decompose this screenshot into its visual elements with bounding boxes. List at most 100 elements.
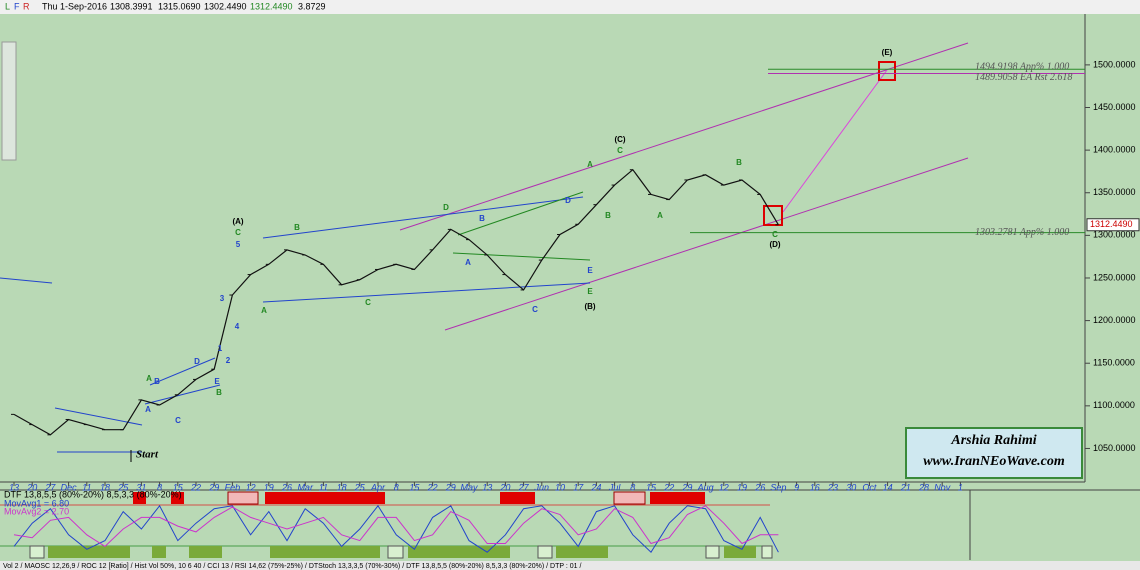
- price-marker: [1086, 218, 1140, 232]
- flag: F: [14, 1, 20, 11]
- signal-blocks: [29, 491, 773, 559]
- wave-label: A: [146, 374, 152, 383]
- x-tick-label: 25: [117, 482, 129, 492]
- wave-label: 5: [236, 240, 241, 249]
- x-tick-label: 29: [208, 482, 219, 492]
- wave-label: (D): [769, 240, 780, 249]
- x-tick-label: Sep: [770, 482, 786, 492]
- x-tick-label: 27: [518, 482, 530, 492]
- wave-label: C: [235, 228, 241, 237]
- x-tick-label: 15: [646, 482, 657, 492]
- x-tick-label: 1: [958, 482, 963, 492]
- y-tick-label: 1100.0000: [1093, 400, 1135, 410]
- x-tick-label: 23: [827, 482, 838, 492]
- x-tick-label: 15: [409, 482, 420, 492]
- x-tick-label: Feb: [225, 482, 241, 492]
- header-bar: [0, 0, 1140, 14]
- x-tick-label: 16: [810, 482, 820, 492]
- x-tick-label: Nov: [934, 482, 951, 492]
- header-high: 1315.0690: [158, 1, 201, 11]
- x-tick-label: 22: [427, 482, 438, 492]
- watermark-site: www.IranNEoWave.com: [923, 454, 1065, 469]
- x-tick-label: 26: [754, 482, 765, 492]
- wave-label: C: [772, 230, 778, 239]
- wave-label: 1: [218, 344, 223, 353]
- header-change: 3.8729: [298, 1, 326, 11]
- wave-label: E: [587, 266, 593, 275]
- x-tick-label: 9: [794, 482, 799, 492]
- oscillator-title: DTF 13,8,5,5 (80%-20%) 8,5,3,3 (80%-20%): [4, 489, 182, 499]
- y-tick-label: 1200.0000: [1093, 315, 1136, 325]
- x-tick-label: 27: [44, 482, 56, 492]
- x-tick-label: 14: [883, 482, 893, 492]
- drawings: [0, 42, 969, 462]
- x-tick-label: Oct: [862, 482, 877, 492]
- x-tick-label: 25: [354, 482, 366, 492]
- wave-label: 3: [220, 294, 225, 303]
- wave-label: B: [479, 214, 485, 223]
- wave-label: E: [587, 287, 593, 296]
- oscillator-line: [13, 505, 779, 548]
- x-tick-label: 21: [900, 482, 911, 492]
- wave-label: A: [261, 306, 267, 315]
- wave-label: 2: [226, 356, 231, 365]
- status-text: Vol 2 / MAOSC 12,26,9 / ROC 12 [Ratio] /…: [3, 563, 581, 570]
- wave-label: (E): [882, 48, 893, 57]
- watermark-name: Arshia Rahimi: [950, 433, 1036, 448]
- x-tick-label: 20: [26, 482, 37, 492]
- x-tick-label: 29: [681, 482, 692, 492]
- watermark-box: [905, 427, 1083, 479]
- legend-entry: MovAvg2 = 2.70: [4, 506, 69, 516]
- x-tick-label: 22: [663, 482, 674, 492]
- x-tick-label: 15: [173, 482, 184, 492]
- x-tick-label: 12: [246, 482, 256, 492]
- x-tick-label: Mar: [297, 482, 314, 492]
- y-tick-label: 1450.0000: [1093, 102, 1136, 112]
- wave-label: A: [657, 211, 663, 220]
- oscillator-line: [13, 504, 779, 553]
- x-tick-label: 19: [737, 482, 747, 492]
- wave-label: C: [532, 305, 538, 314]
- wave-label: D: [443, 203, 449, 212]
- y-tick-label: 1250.0000: [1093, 272, 1136, 282]
- x-tick-label: 17: [573, 482, 584, 492]
- x-tick-label: 8: [630, 482, 635, 492]
- legend-entry: MovAvg1 = 6.80: [4, 498, 69, 508]
- header-low: 1302.4490: [204, 1, 247, 11]
- x-tick-label: 26: [281, 482, 292, 492]
- wave-label: B: [294, 223, 300, 232]
- x-tick-label: 28: [918, 482, 929, 492]
- x-tick-label: 8: [394, 482, 399, 492]
- price-plot: [11, 168, 779, 436]
- level-label: 1494.9198 App% 1.000: [975, 62, 1069, 73]
- x-tick-label: 18: [100, 482, 110, 492]
- wave-label: D: [194, 357, 200, 366]
- flag: L: [5, 1, 10, 11]
- oscillator-plot: [13, 504, 779, 553]
- wave-label: 4: [235, 322, 240, 331]
- toolbar[interactable]: [1, 41, 17, 161]
- wave-label: Start: [136, 449, 159, 461]
- x-tick-label: 13: [9, 482, 19, 492]
- wave-label: C: [617, 146, 623, 155]
- x-tick-label: Aug: [697, 482, 714, 492]
- wave-label: D: [565, 196, 571, 205]
- x-tick-label: 31: [136, 482, 146, 492]
- wave-label: B: [154, 377, 160, 386]
- wave-label: E: [214, 377, 220, 386]
- y-tick-label: 1300.0000: [1093, 230, 1136, 240]
- y-tick-label: 1050.0000: [1093, 443, 1136, 453]
- y-tick-label: 1400.0000: [1093, 144, 1136, 154]
- x-tick-label: 19: [264, 482, 274, 492]
- x-tick-label: 13: [482, 482, 492, 492]
- wave-label: B: [216, 388, 222, 397]
- x-tick-label: 10: [555, 482, 565, 492]
- y-tick-label: 1150.0000: [1093, 358, 1135, 368]
- x-tick-label: Apr: [370, 482, 386, 492]
- x-tick-label: May: [460, 482, 478, 492]
- wave-label: C: [365, 298, 371, 307]
- x-tick-label: 11: [82, 482, 91, 492]
- flag: R: [23, 1, 30, 11]
- header-close: 1312.4490: [250, 1, 293, 11]
